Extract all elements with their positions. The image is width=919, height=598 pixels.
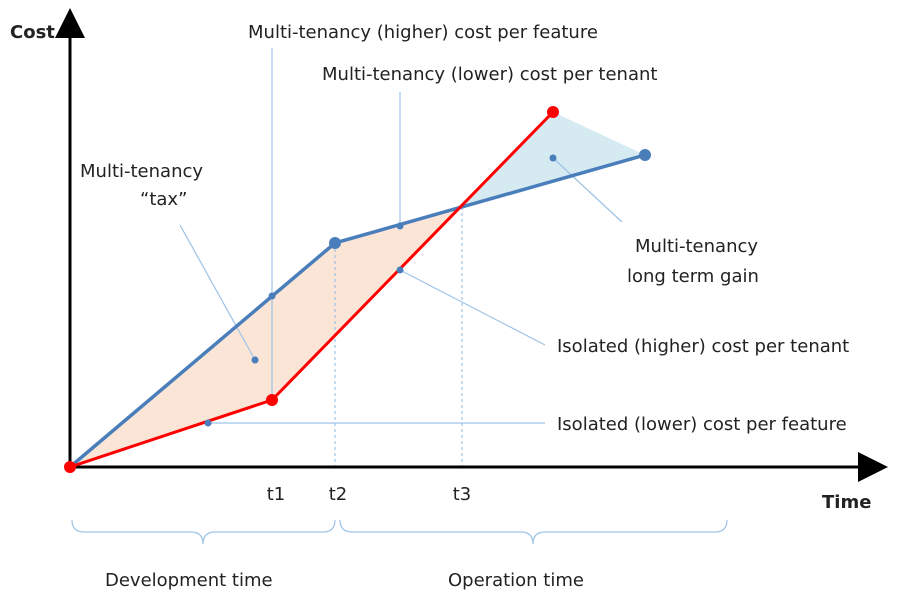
tick: t3 (453, 484, 472, 505)
x-label: Time (822, 492, 871, 513)
y-label: Cost (10, 22, 55, 43)
annotation: Multi-tenancy (635, 236, 758, 257)
annotation: long term gain (627, 266, 759, 287)
period: Operation time (448, 570, 584, 591)
annotation: “tax” (140, 189, 187, 210)
annotation: Isolated (higher) cost per tenant (557, 336, 849, 357)
annotation: Multi-tenancy (80, 161, 203, 182)
red-dots (64, 106, 559, 473)
guides (71, 48, 728, 545)
tax-area (70, 207, 462, 467)
annotation: Multi-tenancy (higher) cost per feature (248, 22, 598, 43)
annotation: Isolated (lower) cost per feature (557, 414, 847, 435)
period: Development time (105, 570, 273, 591)
annotation: Multi-tenancy (lower) cost per tenant (322, 64, 657, 85)
tick: t1 (267, 484, 286, 505)
blue-dots (204, 149, 651, 427)
tick: t2 (329, 484, 348, 505)
